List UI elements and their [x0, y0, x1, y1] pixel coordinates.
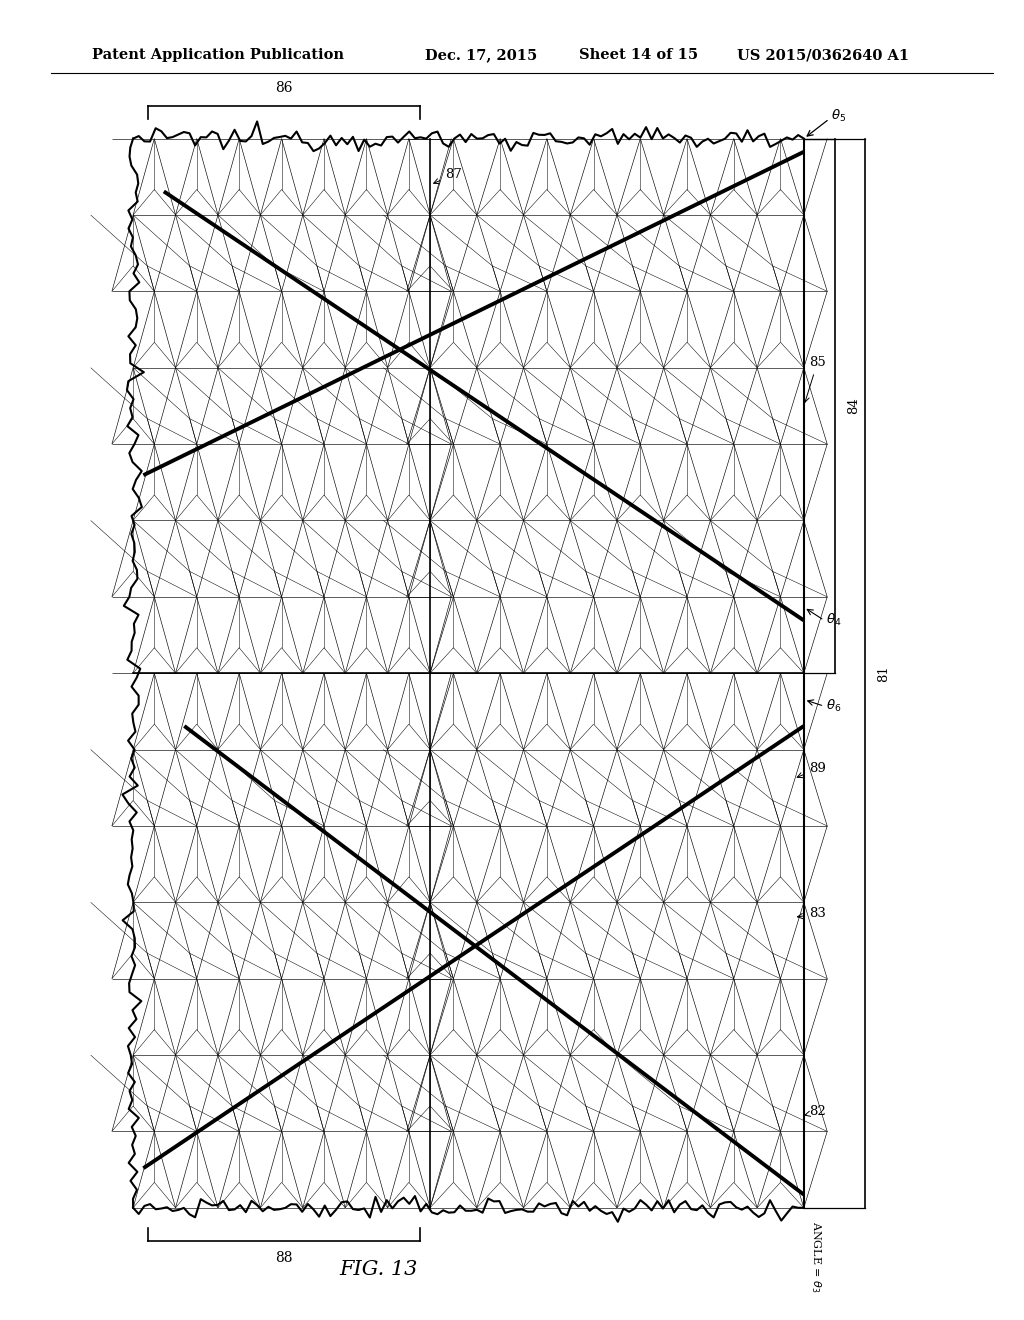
- Text: 83: 83: [798, 907, 825, 920]
- Text: 84: 84: [847, 397, 860, 414]
- Text: 81: 81: [878, 665, 891, 681]
- Text: FIG. 13: FIG. 13: [340, 1261, 418, 1279]
- Text: Patent Application Publication: Patent Application Publication: [92, 49, 344, 62]
- Text: 85: 85: [804, 356, 825, 403]
- Text: US 2015/0362640 A1: US 2015/0362640 A1: [737, 49, 909, 62]
- Text: $\theta_5$: $\theta_5$: [831, 108, 847, 124]
- Text: 88: 88: [275, 1251, 293, 1266]
- Text: 89: 89: [797, 762, 825, 777]
- Text: ANGLE = $\theta_3$: ANGLE = $\theta_3$: [809, 1221, 822, 1292]
- Text: $\theta_4$: $\theta_4$: [826, 612, 842, 628]
- Text: Dec. 17, 2015: Dec. 17, 2015: [425, 49, 538, 62]
- Text: 86: 86: [275, 81, 293, 95]
- Text: Sheet 14 of 15: Sheet 14 of 15: [579, 49, 697, 62]
- Text: 87: 87: [433, 168, 462, 183]
- Text: $\theta_6$: $\theta_6$: [826, 698, 842, 714]
- Text: 82: 82: [805, 1105, 825, 1118]
